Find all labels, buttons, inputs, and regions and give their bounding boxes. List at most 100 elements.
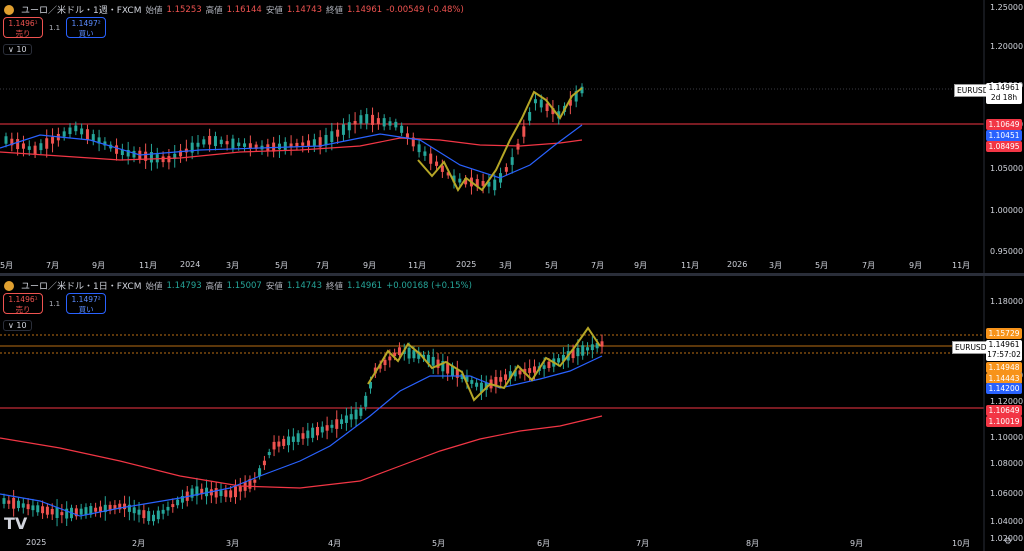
weekly-legend: ユーロ／米ドル・1週・FXCM 始値 1.15253 高値 1.16144 安値 1.… [4,3,464,16]
candle-body [423,151,427,156]
sell-button[interactable]: 1.1496¹ 売り [3,293,43,314]
close-value: 1.14961 [347,280,383,291]
candle-body [440,165,444,172]
candle-body [161,156,165,163]
candle-body [504,167,508,172]
daily-legend: ユーロ／米ドル・1日・FXCM 始値 1.14793 高値 1.15007 安値 1.… [4,279,472,292]
candle-body [202,139,206,145]
price-tick-label: 1.08000 [990,459,1024,468]
candle-body [123,503,127,510]
candle-body [74,508,78,517]
time-tick-label: 7月 [636,539,650,548]
open-value: 1.14793 [166,280,202,291]
lot-size-toggle[interactable]: ∨ 10 [3,44,32,55]
candle-body [349,414,353,420]
time-tick-label: 5月 [545,261,559,270]
candle-body [55,507,59,518]
candle-body [330,424,334,428]
time-tick-label: 5月 [815,261,829,270]
candle-body [190,488,194,498]
gear-icon[interactable]: ⚙ [1004,537,1013,547]
daily-chart-canvas[interactable] [0,276,1024,551]
candle-body [426,354,430,364]
candle-body [142,510,146,519]
buy-button[interactable]: 1.1497² 買い [66,293,107,314]
candle-body [411,137,415,147]
candle-body [108,504,112,511]
candle-body [532,366,536,373]
candle-body [224,490,228,497]
candle-body [45,138,49,149]
price-tick-label: 1.06000 [990,489,1024,498]
moving-average-blue [0,124,583,179]
lot-size-toggle[interactable]: ∨ 10 [3,320,32,331]
sell-label: 売り [15,29,31,38]
buy-label: 買い [78,29,94,38]
time-tick-label: 5月 [275,261,289,270]
candle-body [4,136,8,144]
price-level-tag: 1.14948 [986,362,1022,373]
sell-price: 1.1496¹ [8,295,38,304]
candle-body [68,127,72,135]
candle-body [301,433,305,439]
price-level-tag: 1.14200 [986,383,1022,394]
candle-body [307,140,311,147]
tradingview-logo[interactable]: TV [4,514,28,533]
candle-body [494,376,498,387]
candle-body [103,141,107,146]
candle-body [60,512,64,516]
candle-body [513,370,517,377]
weekly-chart-canvas[interactable] [0,0,1024,273]
candle-body [248,478,252,489]
lot-size: 10 [16,45,27,54]
currency-flag-icon [4,4,14,15]
current-price-tag: 1.14961 2d 18h [986,83,1022,104]
candle-body [254,144,258,149]
zigzag-indicator [367,326,601,402]
candle-body [400,125,404,133]
time-tick-label: 2026 [727,260,748,269]
buy-button[interactable]: 1.1497² 買い [66,17,107,38]
candle-body [499,377,503,382]
symbol-title[interactable]: ユーロ／米ドル・1日・FXCM [21,282,142,292]
spread-value: 1.1 [49,23,61,32]
candle-body [455,369,459,378]
candle-body [45,506,49,515]
candle-body [36,505,40,513]
daily-chart-panel[interactable]: ユーロ／米ドル・1日・FXCM 始値 1.14793 高値 1.15007 安値 1.… [0,276,1024,551]
panel-divider[interactable] [0,273,1024,276]
high-label: 高値 [205,281,223,292]
buy-label: 買い [78,305,94,314]
candle-body [50,508,54,515]
candle-body [208,135,212,145]
sell-button[interactable]: 1.1496¹ 売り [3,17,43,38]
price-level-tag: 1.10019 [986,416,1022,427]
price-tick-label: 1.02000 [990,534,1024,543]
candle-body [97,137,101,144]
moving-average-blue [0,355,603,517]
candle-body [248,143,252,149]
candle-body [581,345,585,356]
current-price-tag: 1.14961 17:57:02 [986,340,1022,361]
candle-body [330,131,334,143]
candle-body [542,365,546,369]
candle-body [475,179,479,187]
weekly-chart-panel[interactable]: ユーロ／米ドル・1週・FXCM 始値 1.15253 高値 1.16144 安値 1.… [0,0,1024,273]
current-price: 1.14961 [988,83,1020,92]
time-tick-label: 2月 [132,539,146,548]
candle-body [405,133,409,138]
candle-body [312,139,316,147]
candle-body [431,356,435,366]
price-tick-label: 1.18000 [990,297,1024,306]
chevron-down-icon: ∨ [8,45,17,54]
time-tick-label: 9月 [909,261,923,270]
candle-body [324,134,328,146]
candle-body [464,178,468,185]
candle-body [382,118,386,127]
time-tick-label: 10月 [952,539,971,548]
candle-body [65,508,69,519]
candle-body [354,409,358,420]
candle-body [407,347,411,359]
symbol-title[interactable]: ユーロ／米ドル・1週・FXCM [21,6,142,16]
candle-body [296,433,300,442]
